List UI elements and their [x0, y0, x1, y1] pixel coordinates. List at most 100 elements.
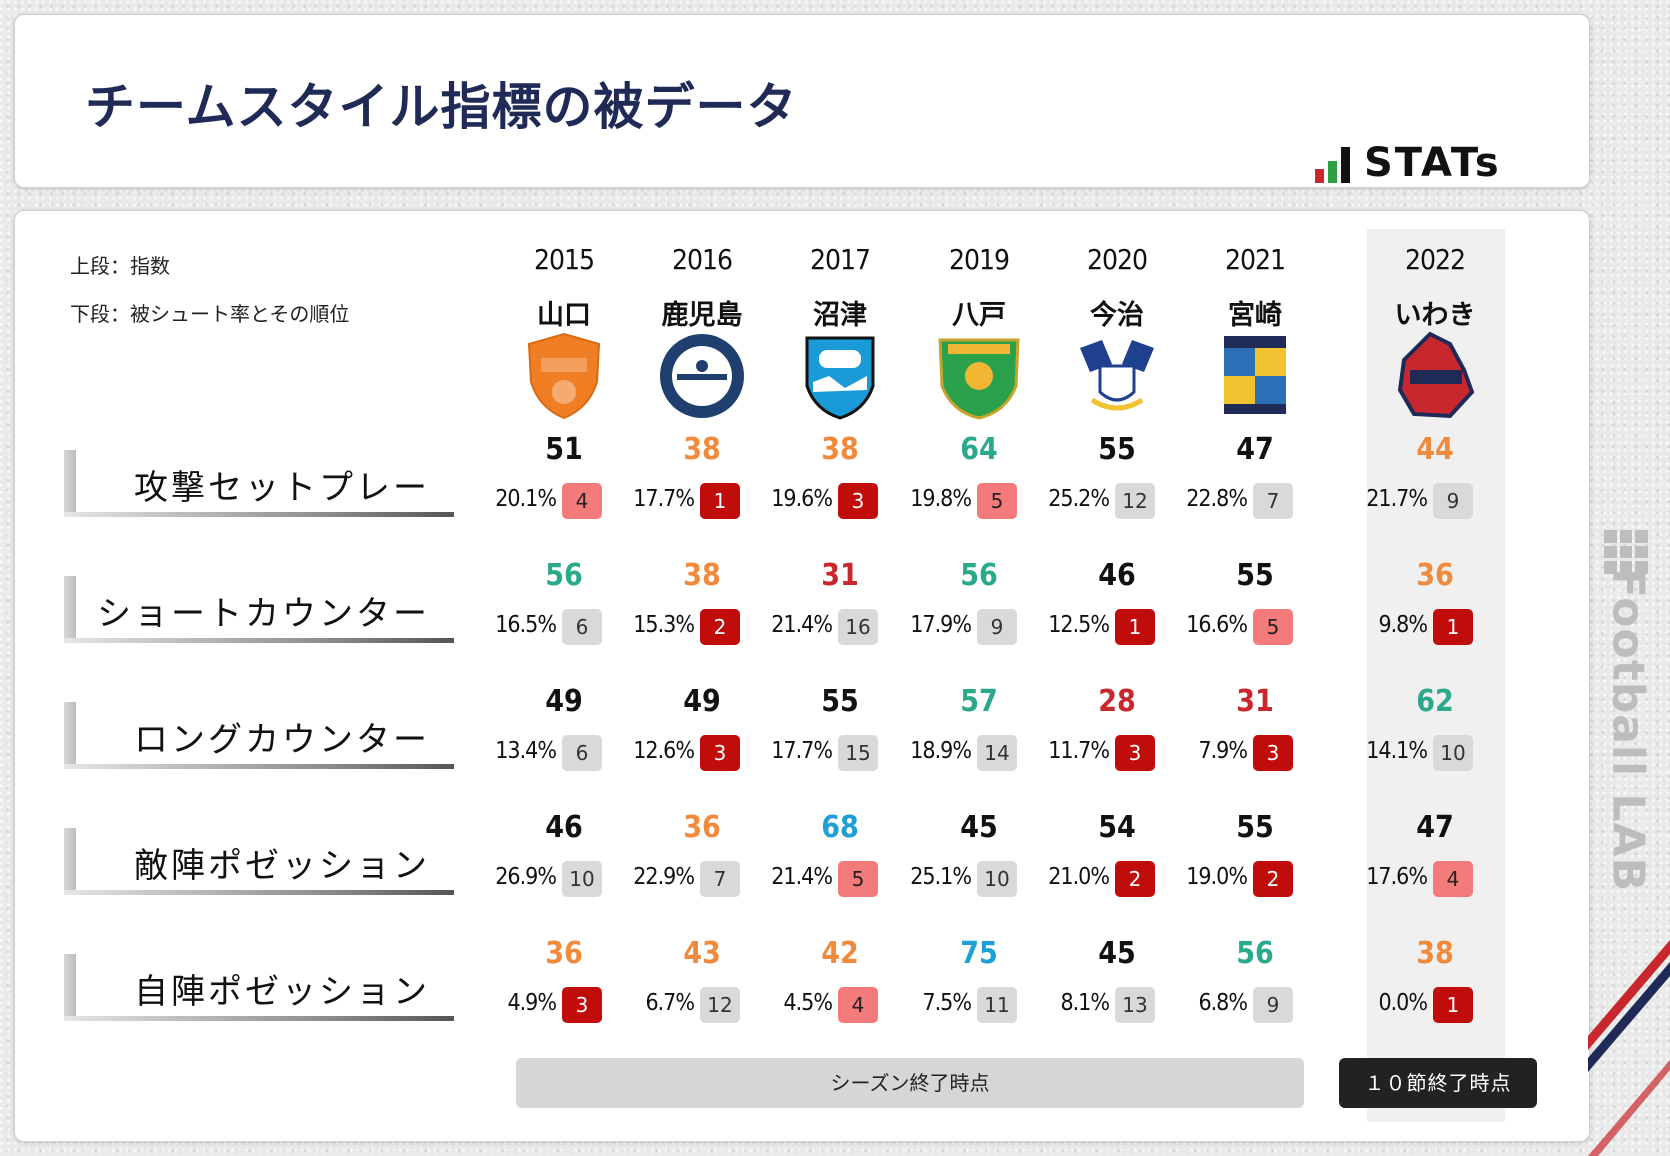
- row-label-bar-left: [64, 702, 76, 769]
- rank-badge: 7: [1253, 483, 1293, 519]
- index-value: 47: [1236, 432, 1274, 467]
- shot-rate: 8.1%: [1060, 990, 1110, 1016]
- rank-badge: 14: [977, 735, 1017, 771]
- shot-rate: 6.8%: [1198, 990, 1248, 1016]
- index-value: 38: [1416, 936, 1454, 971]
- shot-rate: 4.9%: [507, 990, 557, 1016]
- row-label: 攻撃セットプレー: [134, 468, 430, 508]
- rank-badge: 4: [838, 987, 878, 1023]
- row-label-bar-left: [64, 828, 76, 895]
- rank-badge: 12: [700, 987, 740, 1023]
- index-value: 55: [1236, 558, 1274, 593]
- index-value: 31: [1236, 684, 1274, 719]
- rank-badge: 9: [977, 609, 1017, 645]
- index-value: 55: [1098, 432, 1136, 467]
- row-label: ショートカウンター: [97, 594, 430, 634]
- rank-badge: 11: [977, 987, 1017, 1023]
- column-year: 2016: [671, 243, 733, 276]
- shot-rate: 17.7%: [771, 738, 833, 764]
- football-lab-logo: Football LAB: [1602, 567, 1654, 893]
- shot-rate: 17.9%: [910, 612, 972, 638]
- row-label-box: 攻撃セットプレー: [64, 450, 454, 517]
- rank-badge: 3: [1115, 735, 1155, 771]
- fc-imabari-crest-icon: [1072, 330, 1162, 422]
- column-team-name: 八戸: [952, 300, 1006, 331]
- index-value: 38: [683, 432, 721, 467]
- row-label-underline: [64, 638, 454, 643]
- index-value: 46: [545, 810, 583, 845]
- index-value: 46: [1098, 558, 1136, 593]
- row-label-underline: [64, 890, 454, 895]
- rank-badge: 6: [562, 609, 602, 645]
- shot-rate: 19.0%: [1186, 864, 1248, 890]
- decorative-stripes: [1588, 940, 1670, 1156]
- shot-rate: 9.8%: [1378, 612, 1428, 638]
- rank-badge: 7: [700, 861, 740, 897]
- shot-rate: 26.9%: [495, 864, 557, 890]
- kagoshima-united-crest-icon: [657, 330, 747, 422]
- rank-badge: 2: [1115, 861, 1155, 897]
- rank-badge: 15: [838, 735, 878, 771]
- index-value: 45: [960, 810, 998, 845]
- legend-upper: 上段：指数: [70, 254, 170, 278]
- shot-rate: 21.0%: [1048, 864, 1110, 890]
- shot-rate: 6.7%: [645, 990, 695, 1016]
- football-lab-grid-icon: [1604, 530, 1648, 574]
- column-team-name: 沼津: [813, 300, 867, 331]
- column-year: 2015: [533, 243, 595, 276]
- row-label: 自陣ポゼッション: [134, 972, 430, 1012]
- index-value: 36: [683, 810, 721, 845]
- row-label: 敵陣ポゼッション: [134, 846, 430, 886]
- rank-badge: 1: [1433, 609, 1473, 645]
- rank-badge: 3: [562, 987, 602, 1023]
- shot-rate: 17.6%: [1366, 864, 1428, 890]
- rank-badge: 16: [838, 609, 878, 645]
- stats-logo: STATs: [1315, 127, 1501, 183]
- shot-rate: 25.1%: [910, 864, 972, 890]
- row-label-box: ショートカウンター: [64, 576, 454, 643]
- shot-rate: 21.4%: [771, 612, 833, 638]
- rank-badge: 4: [1433, 861, 1473, 897]
- row-label: ロングカウンター: [134, 720, 430, 760]
- rank-badge: 2: [1253, 861, 1293, 897]
- column-team-name: 鹿児島: [661, 300, 743, 331]
- row-label-underline: [64, 1016, 454, 1021]
- shot-rate: 12.5%: [1048, 612, 1110, 638]
- shot-rate: 19.6%: [771, 486, 833, 512]
- main-panel: [14, 210, 1590, 1142]
- index-value: 68: [821, 810, 859, 845]
- rank-badge: 6: [562, 735, 602, 771]
- shot-rate: 18.9%: [910, 738, 972, 764]
- stats-logo-text: STATs: [1364, 140, 1501, 186]
- shot-rate: 21.4%: [771, 864, 833, 890]
- shot-rate: 22.9%: [633, 864, 695, 890]
- shot-rate: 14.1%: [1366, 738, 1428, 764]
- index-value: 36: [545, 936, 583, 971]
- shot-rate: 11.7%: [1048, 738, 1110, 764]
- column-year: 2019: [948, 243, 1010, 276]
- legend-lower: 下段：被シュート率とその順位: [70, 302, 350, 326]
- row-label-bar-left: [64, 450, 76, 517]
- index-value: 36: [1416, 558, 1454, 593]
- index-value: 55: [821, 684, 859, 719]
- rank-badge: 1: [1433, 987, 1473, 1023]
- index-value: 56: [1236, 936, 1274, 971]
- index-value: 44: [1416, 432, 1454, 467]
- rank-badge: 3: [1253, 735, 1293, 771]
- shot-rate: 16.6%: [1186, 612, 1248, 638]
- shot-rate: 16.5%: [495, 612, 557, 638]
- index-value: 57: [960, 684, 998, 719]
- vanraure-hachinohe-crest-icon: [934, 330, 1024, 422]
- rank-badge: 2: [700, 609, 740, 645]
- azul-claro-numazu-crest-icon: [795, 330, 885, 422]
- title-panel: チームスタイル指標の被データ STATs: [14, 14, 1590, 188]
- column-year: 2022: [1404, 243, 1466, 276]
- rank-badge: 10: [977, 861, 1017, 897]
- rank-badge: 9: [1253, 987, 1293, 1023]
- row-label-bar-left: [64, 576, 76, 643]
- row-label-box: 自陣ポゼッション: [64, 954, 454, 1021]
- shot-rate: 4.5%: [783, 990, 833, 1016]
- column-team-name: 宮崎: [1228, 300, 1282, 331]
- rank-badge: 5: [1253, 609, 1293, 645]
- rank-badge: 5: [977, 483, 1017, 519]
